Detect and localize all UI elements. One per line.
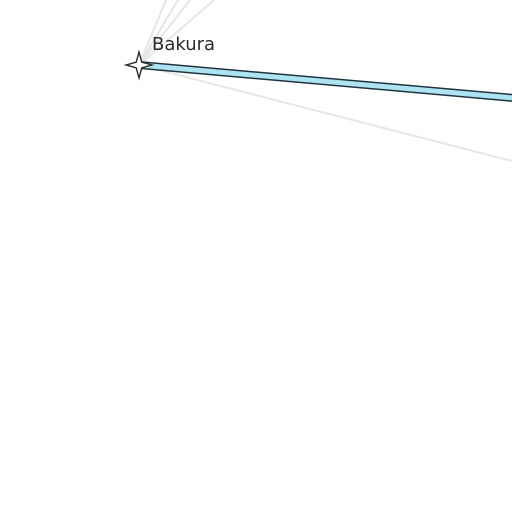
background-route — [138, 0, 167, 66]
background-route — [138, 0, 179, 66]
background-route — [138, 0, 215, 66]
background-route — [138, 64, 512, 162]
background-route — [138, 0, 191, 66]
highlighted-route[interactable] — [138, 61, 512, 102]
background-routes — [138, 0, 512, 162]
highlighted-route-fill — [138, 62, 512, 101]
four-point-star-icon[interactable] — [123, 49, 155, 81]
node-label-bakura[interactable]: Bakura — [152, 34, 216, 55]
